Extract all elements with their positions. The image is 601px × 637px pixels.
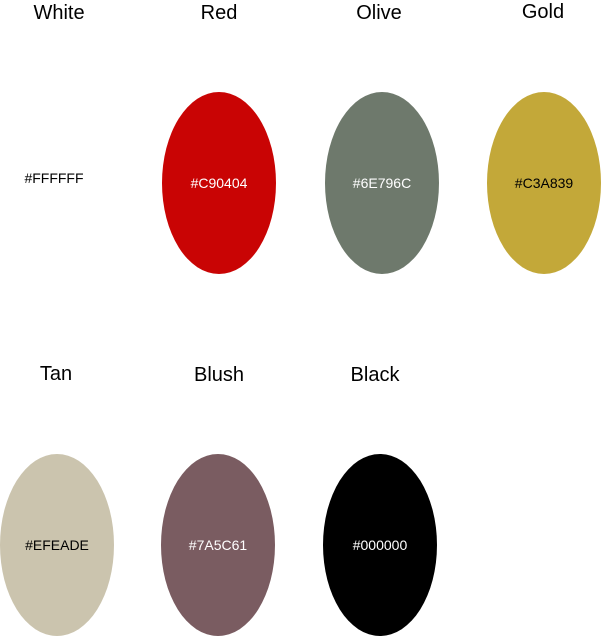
- color-oval: #000000: [323, 454, 437, 636]
- swatch-name: Blush: [193, 364, 245, 386]
- swatch-name: Olive: [356, 2, 402, 24]
- hex-code: #FFFFFF: [24, 170, 84, 186]
- hex-code: #C3A839: [514, 175, 574, 191]
- color-oval: #C3A839: [487, 92, 601, 274]
- hex-code: #000000: [352, 537, 408, 553]
- color-oval: #6E796C: [325, 92, 439, 274]
- swatch-name: White: [33, 2, 85, 24]
- swatch-name: Gold: [521, 1, 565, 23]
- hex-code: #6E796C: [352, 175, 412, 191]
- swatch-name: Tan: [39, 363, 73, 385]
- hex-code: #EFEADE: [25, 537, 89, 553]
- swatch-name: Red: [200, 2, 238, 24]
- color-oval: #EFEADE: [0, 454, 114, 636]
- color-oval: #C90404: [162, 92, 276, 274]
- hex-code: #7A5C61: [188, 537, 248, 553]
- hex-code: #C90404: [190, 175, 248, 191]
- color-oval: #FFFFFF: [0, 87, 111, 269]
- swatch-name: Black: [350, 364, 400, 386]
- color-oval: #7A5C61: [161, 454, 275, 636]
